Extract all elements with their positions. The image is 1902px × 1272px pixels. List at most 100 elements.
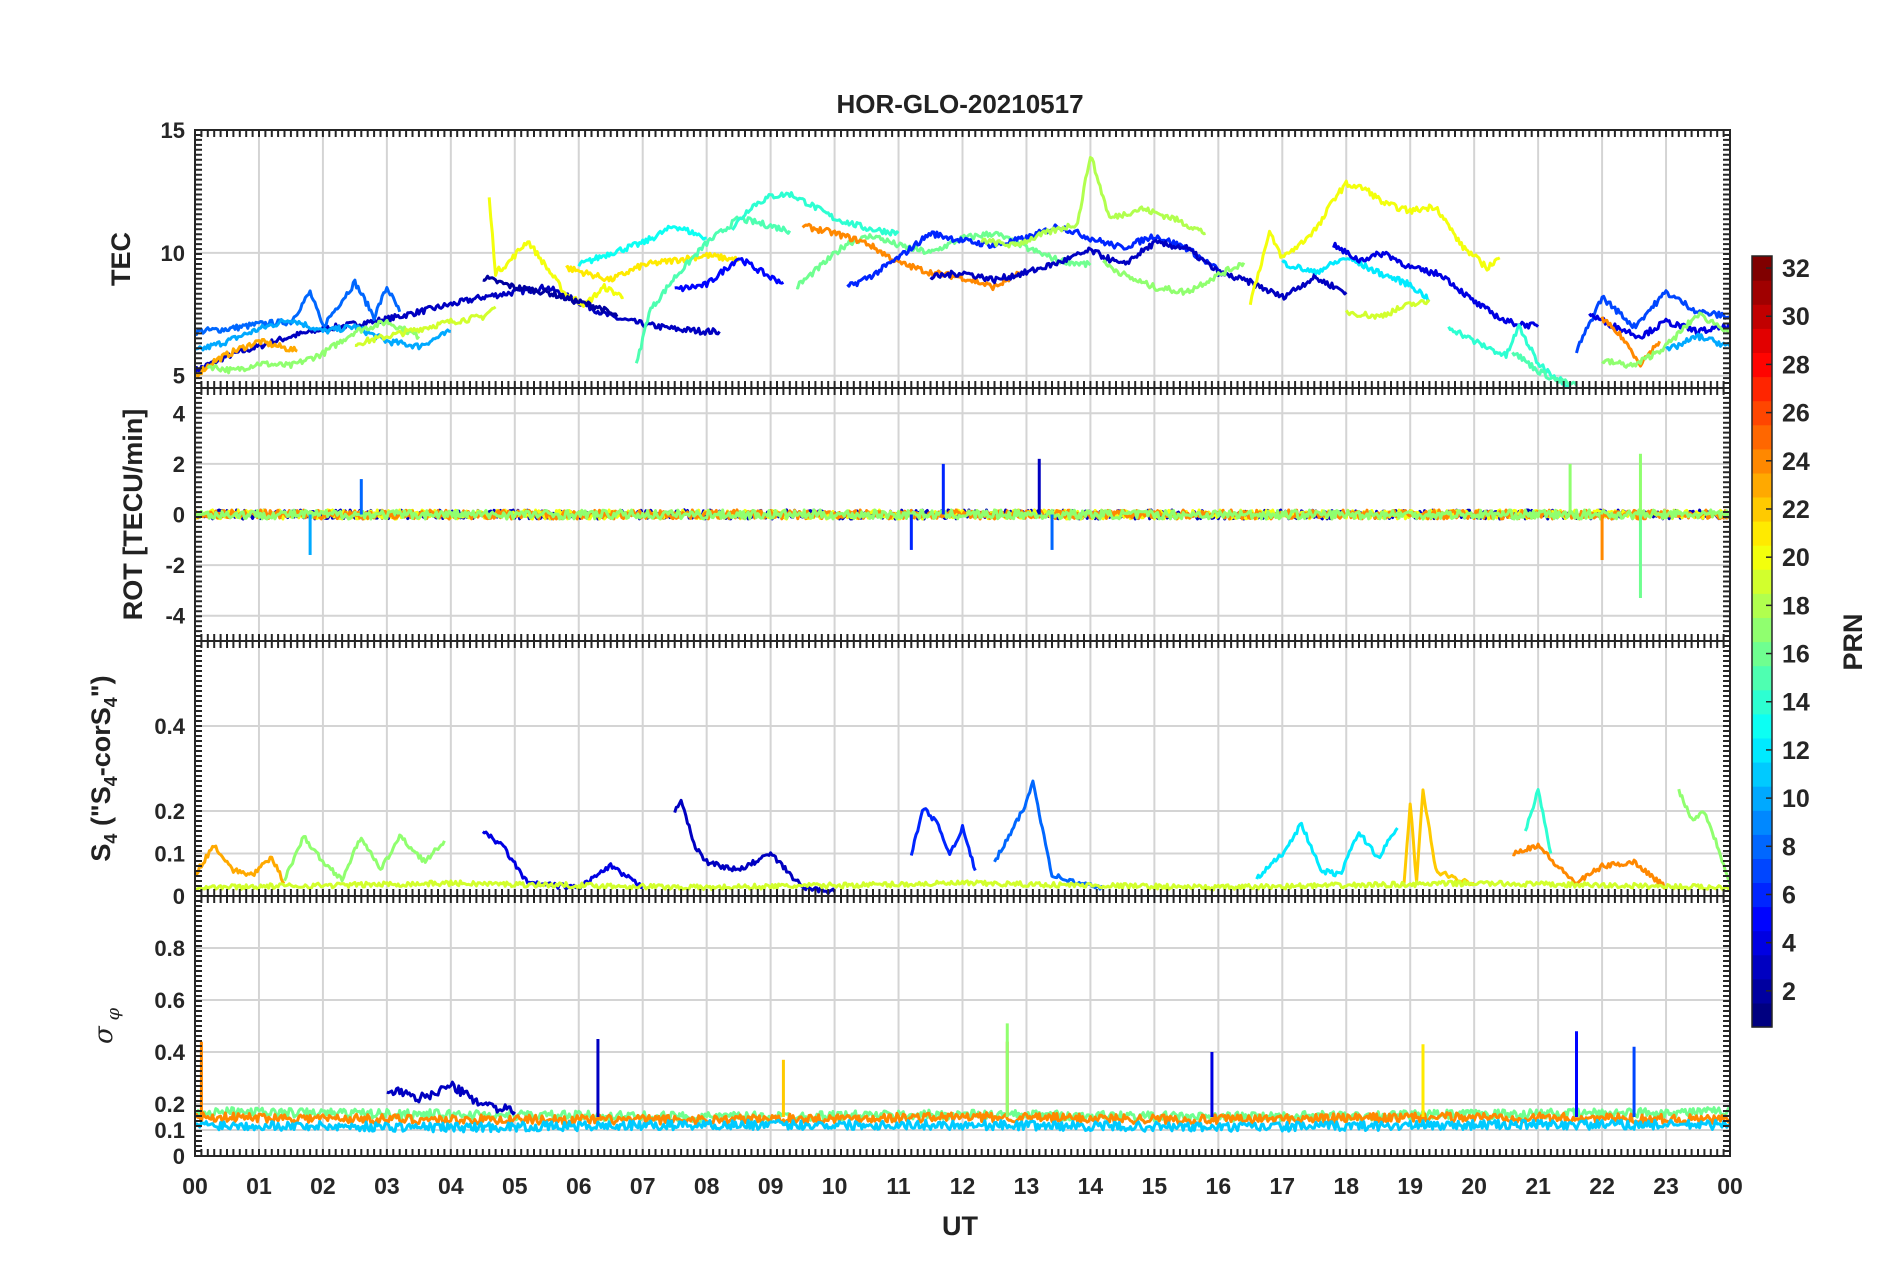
series-prn-6	[846, 223, 1220, 288]
colorbar-tick-label: 20	[1782, 544, 1810, 572]
x-tick-label: 07	[630, 1173, 656, 1199]
series-prn-17	[283, 833, 446, 883]
series-prn-14	[731, 191, 900, 237]
colorbar-swatch	[1752, 496, 1772, 522]
y-axis-label: σ φ	[89, 1008, 124, 1044]
y-tick-label: 4	[173, 401, 186, 426]
series-prn-11	[195, 1118, 1730, 1134]
series-prn-10	[1665, 332, 1730, 352]
colorbar-label: PRN	[1838, 613, 1868, 670]
colorbar-swatch	[1752, 448, 1772, 474]
series-prn-22	[1402, 788, 1475, 887]
series-prn-19	[1345, 299, 1431, 320]
colorbar-tick-label: 28	[1782, 351, 1810, 379]
colorbar-swatch	[1752, 954, 1772, 980]
series-prn-6	[909, 807, 977, 872]
colorbar-swatch	[1752, 545, 1772, 570]
minor-ticks	[194, 387, 1731, 642]
colorbar-swatch	[1752, 352, 1772, 378]
y-tick-label: 0	[173, 884, 185, 909]
series-prn-21	[565, 251, 740, 283]
x-tick-label: 11	[886, 1173, 911, 1199]
series-prn-17	[1601, 311, 1730, 369]
x-tick-label: 12	[950, 1173, 976, 1199]
colorbar-swatch	[1752, 328, 1772, 353]
x-tick-label: 00	[1717, 1173, 1743, 1199]
colorbar-swatch	[1752, 762, 1772, 787]
series-prn-20	[487, 197, 625, 308]
y-tick-label: 2	[173, 452, 185, 477]
colorbar-tick-label: 12	[1782, 737, 1810, 765]
series-prn-4	[1332, 241, 1540, 330]
y-tick-label: 0.1	[154, 1118, 185, 1143]
x-tick-label: 14	[1078, 1173, 1104, 1199]
y-tick-label: 0	[173, 1144, 185, 1169]
data-layer	[195, 156, 1730, 388]
series-prn-15	[634, 215, 792, 364]
colorbar-swatch	[1752, 689, 1772, 715]
series-prn-24	[801, 222, 1021, 292]
colorbar-swatch	[1752, 713, 1772, 739]
colorbar-swatch	[1752, 737, 1772, 763]
colorbar-tick-label: 26	[1782, 400, 1810, 428]
y-tick-label: 0.6	[154, 988, 185, 1013]
series-prn-15	[1511, 351, 1578, 387]
colorbar-swatch	[1752, 521, 1772, 546]
x-tick-label: 16	[1206, 1173, 1232, 1199]
series-prn-19	[354, 305, 497, 347]
series-prn-23	[195, 338, 298, 378]
colorbar-swatch	[1752, 834, 1772, 859]
y-tick-label: 5	[173, 364, 185, 389]
series-prn-18	[980, 156, 1207, 249]
y-tick-label: 15	[161, 118, 185, 143]
x-tick-label: 20	[1461, 1173, 1487, 1199]
colorbar-swatch	[1752, 472, 1772, 498]
series-prn-3	[386, 1080, 516, 1116]
y-tick-label: -4	[165, 604, 185, 629]
x-tick-label: 19	[1397, 1173, 1423, 1199]
x-tick-label: 01	[246, 1173, 272, 1199]
x-tick-label: 04	[438, 1173, 464, 1199]
colorbar-swatch	[1752, 376, 1772, 402]
series-prn-17	[1677, 788, 1730, 884]
colorbar-swatch	[1752, 786, 1772, 811]
series-prn-17	[1102, 259, 1246, 296]
x-tick-label: 03	[374, 1173, 400, 1199]
series-prn-20	[1248, 179, 1501, 306]
data-layer	[195, 453, 1730, 598]
x-tick-label: 23	[1653, 1173, 1679, 1199]
chart-title: HOR-GLO-20210517	[836, 89, 1083, 119]
minor-ticks	[194, 640, 1731, 897]
y-tick-label: 10	[161, 241, 185, 266]
series-prn-5	[674, 257, 785, 293]
y-axis-label: ROT [TECU/min]	[118, 409, 148, 620]
series-prn-13	[577, 224, 707, 267]
x-axis-label: UT	[942, 1211, 978, 1241]
colorbar-tick-label: 10	[1782, 785, 1810, 813]
colorbar-swatch	[1752, 665, 1772, 691]
y-tick-label: 0	[173, 503, 185, 528]
y-tick-label: -2	[165, 553, 185, 578]
y-axis-label: TEC	[106, 232, 136, 286]
series-prn-12	[1255, 821, 1399, 880]
colorbar-swatch	[1752, 304, 1772, 329]
x-tick-label: 18	[1333, 1173, 1359, 1199]
colorbar-frame	[1751, 255, 1773, 1028]
x-tick-label: 00	[182, 1173, 208, 1199]
series-prn-8	[195, 278, 402, 336]
colorbar-tick-label: 24	[1782, 448, 1810, 476]
colorbar-tick-label: 32	[1782, 255, 1810, 283]
colorbar-tick-label: 2	[1782, 978, 1796, 1006]
series-prn-7	[1575, 289, 1730, 354]
colorbar-tick-label: 22	[1782, 496, 1810, 524]
colorbar-swatch	[1752, 593, 1772, 618]
series-prn-10	[195, 318, 451, 352]
colorbar-swatch	[1752, 906, 1772, 932]
x-tick-label: 13	[1014, 1173, 1040, 1199]
colorbar-tick-label: 18	[1782, 592, 1810, 620]
panel-sigma_phi: 00.10.2 0.4 0.6 0.8 σ φ 00 01 02 03 04 05 06 07 08 09 1…	[89, 895, 1743, 1199]
series-prn-3	[929, 239, 1348, 301]
minor-ticks	[194, 129, 1731, 389]
series-prn-3	[195, 283, 721, 375]
